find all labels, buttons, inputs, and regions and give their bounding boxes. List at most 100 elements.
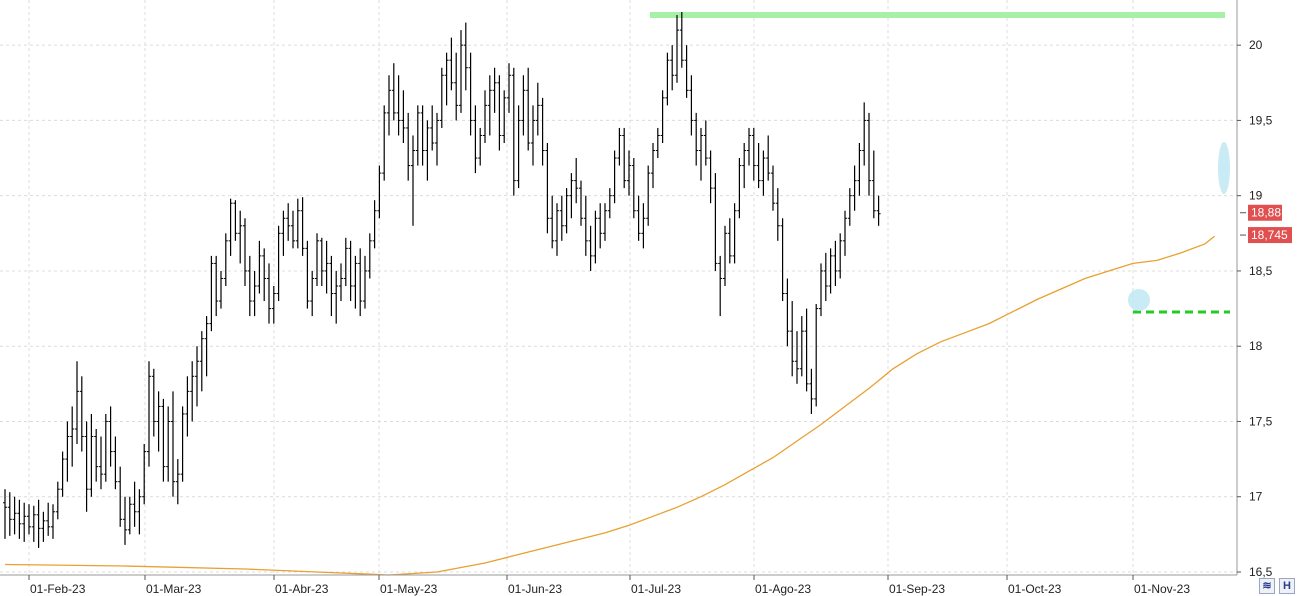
ohlc-bar — [852, 165, 857, 211]
x-tick-label: 01-Mar-23 — [146, 582, 202, 596]
ohlc-bar — [175, 459, 180, 505]
ohlc-bar — [132, 481, 137, 527]
chart-type-button[interactable]: ≋ — [1259, 578, 1275, 594]
ohlc-bar — [473, 105, 478, 174]
ohlc-bar — [531, 105, 535, 166]
ohlc-bar — [564, 188, 569, 234]
ohlc-bar — [190, 361, 195, 422]
ohlc-bar — [487, 75, 492, 136]
ohlc-bar — [511, 67, 516, 196]
ohlc-bar — [276, 225, 281, 302]
x-tick-label: 01-Oct-23 — [1008, 582, 1062, 596]
ohlc-bar — [444, 52, 449, 106]
price-bars — [3, 12, 881, 548]
ohlc-bar — [363, 255, 367, 309]
axes — [0, 0, 1238, 576]
ohlc-bar — [823, 252, 828, 302]
ohlc-bar — [305, 240, 310, 309]
ohlc-bar — [646, 165, 651, 226]
ohlc-bar — [708, 150, 713, 204]
ohlc-bar — [391, 63, 396, 121]
ohlc-bar — [156, 391, 161, 452]
ohlc-bar — [713, 173, 718, 271]
ohlc-bar — [319, 237, 324, 286]
ohlc-bar — [65, 421, 70, 482]
x-tick-label: 01-Jul-23 — [631, 582, 681, 596]
ohlc-bar — [127, 496, 132, 535]
ohlc-bar — [137, 489, 142, 535]
ohlc-bar — [521, 75, 526, 136]
ohlc-bar — [435, 112, 439, 166]
ohlc-bar — [257, 240, 262, 294]
y-tick-label: 17,5 — [1249, 414, 1273, 428]
ohlc-bar — [401, 90, 406, 143]
ohlc-bar — [195, 346, 199, 407]
ohlc-bar — [747, 127, 751, 166]
ohlc-bar — [636, 195, 641, 241]
ohlc-bar — [396, 75, 401, 136]
ohlc-bar — [612, 150, 617, 204]
x-tick-label: 01-Ago-23 — [755, 582, 811, 596]
ohlc-bar — [214, 255, 219, 317]
ohlc-bar — [329, 255, 334, 317]
ohlc-bar — [507, 63, 511, 113]
ohlc-bar — [780, 218, 785, 302]
ohlc-bar — [348, 240, 353, 302]
ohlc-bar — [655, 127, 660, 159]
ohlc-bar — [492, 67, 497, 113]
ohlc-bar — [353, 255, 358, 309]
ohlc-bar — [79, 376, 84, 452]
ohlc-bar — [166, 406, 171, 482]
ohlc-bar — [17, 499, 22, 539]
ohlc-bar — [526, 67, 531, 151]
x-axis-ticks: 01-Feb-23 01-Mar-23 01-Abr-23 01-May-23 01-J… — [28, 575, 1190, 596]
x-tick-label: 01-Nov-23 — [1134, 582, 1190, 596]
ohlc-bar — [343, 237, 348, 286]
ohlc-bar — [833, 240, 838, 286]
ohlc-bar — [795, 331, 799, 384]
ohlc-bar — [804, 308, 809, 392]
ohlc-bar — [867, 112, 871, 196]
price-tag-label: 18,745 — [1251, 228, 1288, 242]
ohlc-bar — [339, 263, 343, 302]
history-button[interactable]: H — [1279, 578, 1295, 594]
ohlc-bar — [180, 406, 185, 482]
ohlc-bar — [540, 97, 545, 166]
y-axis-ticks: 16,5 17 17,5 18 18,5 19 19,5 20 — [1237, 38, 1273, 579]
ohlc-bar — [857, 142, 862, 196]
x-tick-label: 01-May-23 — [380, 582, 438, 596]
ohlc-bar — [382, 105, 387, 181]
ohlc-bar — [819, 263, 823, 317]
ohlc-bar — [775, 188, 780, 241]
ohlc-bar — [555, 203, 559, 256]
ohlc-bar — [108, 406, 113, 467]
ohlc-bar — [737, 158, 742, 219]
ohlc-bar — [7, 492, 12, 536]
y-tick-label: 18 — [1249, 339, 1263, 353]
price-tags: 18,88 18,745 — [1240, 204, 1292, 244]
annotations — [650, 12, 1230, 314]
ohlc-bar — [583, 195, 588, 256]
ohlc-bar — [377, 165, 382, 219]
price-tag-box — [1248, 204, 1282, 221]
ohlc-bar — [449, 37, 454, 91]
grid-lines — [0, 0, 1237, 575]
price-tag-label: 18,88 — [1251, 206, 1281, 220]
ohlc-bar — [684, 45, 689, 98]
ohlc-bar — [483, 90, 487, 143]
ohlc-bar — [243, 218, 247, 286]
ohlc-bar — [420, 105, 425, 166]
ohlc-bar — [809, 368, 814, 414]
ohlc-bar — [675, 15, 679, 83]
ohlc-bar — [651, 142, 655, 189]
ohlc-bar — [12, 496, 17, 535]
ohlc-bar — [785, 278, 790, 347]
ohlc-bar — [579, 180, 583, 226]
ohlc-bar — [219, 270, 223, 309]
x-tick-label: 01-Jun-23 — [508, 582, 562, 596]
ohlc-bar — [281, 210, 286, 256]
ohlc-bar — [75, 361, 79, 445]
ohlc-bar — [627, 150, 631, 196]
ohlc-bar — [847, 188, 852, 226]
